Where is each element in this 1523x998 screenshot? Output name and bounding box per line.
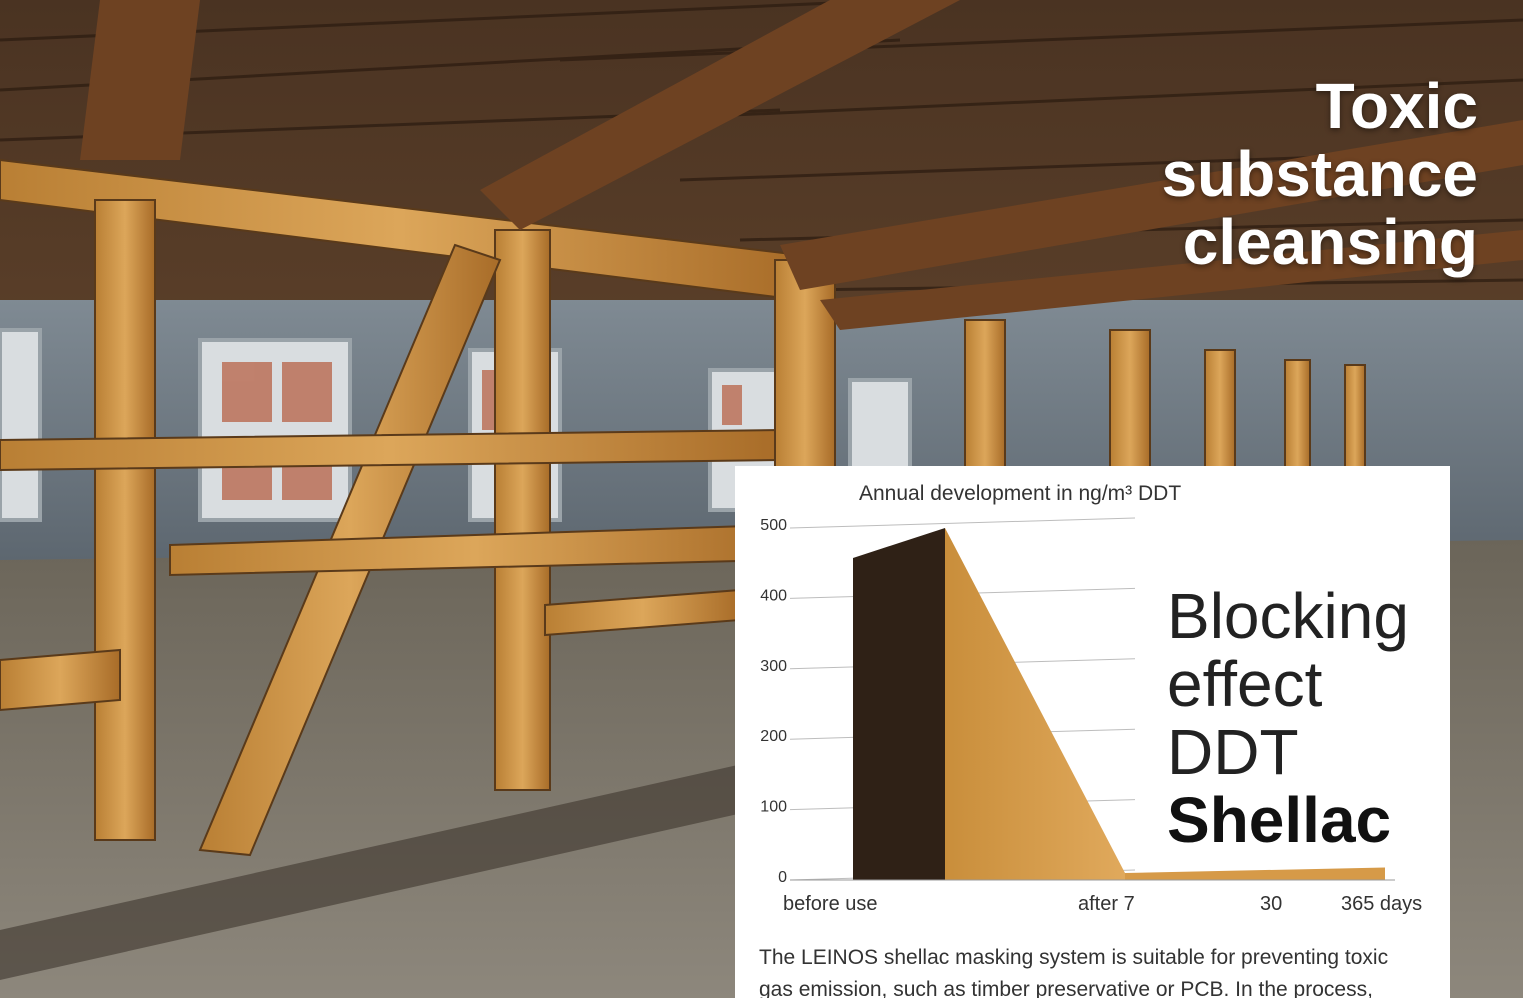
area-decline <box>945 528 1125 880</box>
x-tick-label: 30 <box>1260 893 1282 915</box>
headline-line-3: cleansing <box>1182 206 1478 278</box>
y-tick-label: 300 <box>760 658 787 675</box>
y-tick-label: 500 <box>760 517 787 534</box>
overlay-line-2: effect <box>1167 648 1323 720</box>
caption-text: The LEINOS shellac masking system is sui… <box>759 942 1449 998</box>
overlay-line-3: DDT <box>1167 716 1299 788</box>
chart-title: Annual development in ng/m³ DDT <box>859 482 1182 505</box>
y-tick-label: 0 <box>778 869 787 886</box>
caption-line-2: gas emission, such as timber preservativ… <box>759 978 1373 998</box>
overlay-line-1: Blocking <box>1167 580 1409 652</box>
overlay-line-4: Shellac <box>1167 784 1392 856</box>
bar-before-use <box>853 528 945 880</box>
y-tick-label: 400 <box>760 587 787 604</box>
gridline <box>789 517 1136 529</box>
chart-card: 0 100 200 300 400 500 before use after 7 30 365 d… <box>735 466 1450 998</box>
caption-line-1: The LEINOS shellac masking system is sui… <box>759 946 1389 969</box>
area-after-7 <box>1125 867 1385 880</box>
headline-line-2: substance <box>1161 138 1478 210</box>
chart-plot: 0 100 200 300 400 500 before use after 7 30 365 d… <box>760 517 1422 915</box>
x-tick-label: after 7 <box>1078 893 1135 915</box>
overlay-heading: Blocking effect DDT Shellac <box>1167 582 1409 854</box>
y-tick-label: 200 <box>760 728 787 745</box>
x-tick-label: before use <box>783 893 878 915</box>
y-tick-label: 100 <box>760 799 787 816</box>
x-tick-label: 365 days <box>1341 893 1422 915</box>
headline-line-1: Toxic <box>1315 70 1478 142</box>
headline: Toxic substance cleansing <box>1161 72 1478 276</box>
